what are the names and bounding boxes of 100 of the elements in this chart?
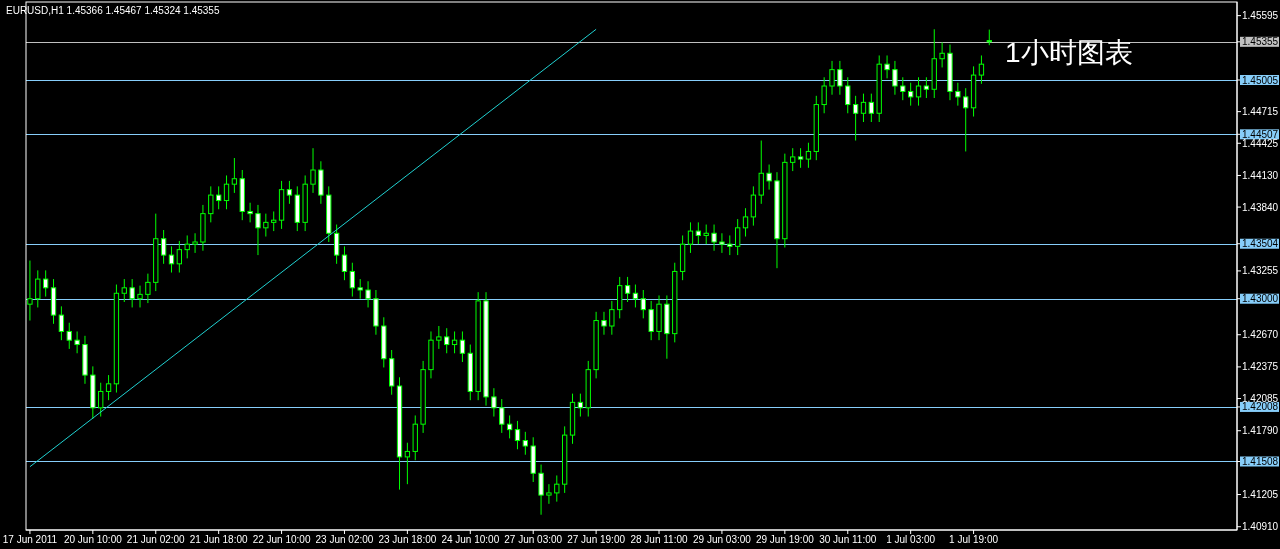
candlestick: [750, 185, 757, 227]
candlestick: [821, 76, 827, 114]
y-tick-label: 1.41508: [1242, 455, 1279, 467]
x-tick-label: 23 Jun 02:00: [315, 534, 374, 545]
candlestick: [837, 60, 843, 96]
candlestick: [742, 207, 749, 238]
y-tick-label: 1.44130: [1242, 169, 1279, 181]
y-tick-label: 1.42375: [1242, 361, 1279, 373]
candlestick: [963, 87, 969, 152]
candlestick: [35, 269, 41, 308]
candlestick: [121, 278, 127, 303]
candlestick: [145, 273, 151, 304]
candlestick: [58, 305, 65, 341]
candlestick: [829, 60, 835, 96]
x-tick-label: 27 Jun 19:00: [567, 534, 626, 545]
x-tick-label: 29 Jun 19:00: [755, 534, 815, 545]
candlestick: [648, 300, 654, 341]
candlestick: [915, 76, 922, 107]
candlestick: [978, 54, 985, 85]
candlestick: [640, 289, 646, 319]
candlestick: [939, 41, 945, 68]
x-tick-label: 17 Jun 2011: [2, 534, 58, 545]
candlestick: [695, 221, 701, 245]
x-tick-label: 20 Jun 10:00: [63, 534, 123, 545]
x-tick-label: 23 Jun 18:00: [378, 534, 437, 545]
candlestick: [632, 284, 639, 308]
candlestick: [349, 262, 355, 298]
candlestick: [852, 95, 859, 142]
candlestick: [790, 147, 796, 172]
chart-title: EURUSD,H1 1.45366 1.45467 1.45324 1.45355: [6, 5, 220, 16]
candlestick: [333, 224, 340, 265]
candlestick: [617, 276, 623, 319]
candlestick: [192, 232, 198, 254]
candlestick: [208, 185, 214, 223]
candlestick: [184, 234, 190, 259]
candlestick: [137, 285, 143, 308]
y-tick-label: 1.41790: [1242, 425, 1279, 437]
y-tick-label: 1.43840: [1242, 201, 1279, 213]
candlestick: [727, 234, 733, 256]
candlestick: [758, 140, 764, 205]
annotation: 1小时图表: [1005, 37, 1133, 68]
candlestick: [341, 245, 348, 281]
candlestick: [892, 60, 898, 96]
candlestick: [601, 311, 607, 336]
x-tick-label: 28 Jun 11:00: [630, 534, 688, 545]
y-tick-label: 1.42670: [1242, 329, 1279, 341]
candlestick: [310, 147, 316, 194]
candlestick: [168, 245, 175, 274]
candlestick: [522, 431, 528, 456]
y-tick-label: 1.43000: [1242, 293, 1279, 305]
candlestick: [436, 325, 442, 350]
candlestick: [908, 82, 914, 107]
candlestick: [609, 300, 615, 336]
candlestick: [459, 330, 466, 363]
x-tick-label: 30 Jun 11:00: [819, 534, 877, 545]
candlestick: [797, 147, 804, 169]
candlestick: [105, 374, 112, 401]
candlestick: [365, 280, 371, 308]
candlestick: [216, 185, 222, 210]
x-tick-label: 27 Jun 03:00: [504, 534, 563, 545]
candlestick: [735, 218, 741, 256]
y-tick-label: 1.45355: [1242, 36, 1279, 48]
candlestick: [27, 260, 33, 322]
candlestick: [43, 269, 49, 298]
candlestick: [499, 398, 505, 434]
candlestick: [955, 82, 961, 107]
candlestick: [923, 76, 930, 99]
candlestick: [160, 229, 167, 265]
candlestick: [868, 93, 874, 123]
x-tick-label: 1 Jul 03:00: [886, 534, 936, 545]
candlestick: [404, 442, 411, 485]
candlestick: [98, 382, 104, 418]
candlestick: [546, 483, 552, 505]
candlestick: [129, 278, 135, 308]
candlestick: [286, 180, 293, 205]
y-tick-label: 1.44425: [1242, 137, 1279, 149]
candlestick: [805, 142, 812, 169]
candlestick: [263, 213, 269, 238]
y-tick-label: 1.43504: [1242, 238, 1279, 250]
x-tick-label: 21 Jun 02:00: [126, 534, 186, 545]
candlestick: [577, 393, 584, 418]
y-tick-label: 1.40910: [1242, 521, 1279, 533]
candlestick: [231, 157, 238, 194]
candlestick: [255, 204, 261, 256]
candlestick: [66, 322, 72, 350]
candlestick: [357, 278, 363, 300]
y-tick-label: 1.45005: [1242, 74, 1279, 86]
candlestick: [554, 474, 560, 503]
candlestick: [514, 420, 521, 450]
candlestick: [247, 202, 253, 223]
candlestick: [223, 174, 230, 210]
y-tick-label: 1.43255: [1242, 265, 1279, 277]
x-tick-label: 21 Jun 18:00: [189, 534, 249, 545]
x-tick-label: 24 Jun 10:00: [441, 534, 500, 545]
candlestick: [74, 330, 80, 354]
candlestick: [711, 224, 717, 252]
candlestick: [719, 232, 725, 254]
candlestick: [491, 387, 497, 418]
candlestick: [271, 210, 277, 232]
candlestick: [884, 54, 890, 79]
